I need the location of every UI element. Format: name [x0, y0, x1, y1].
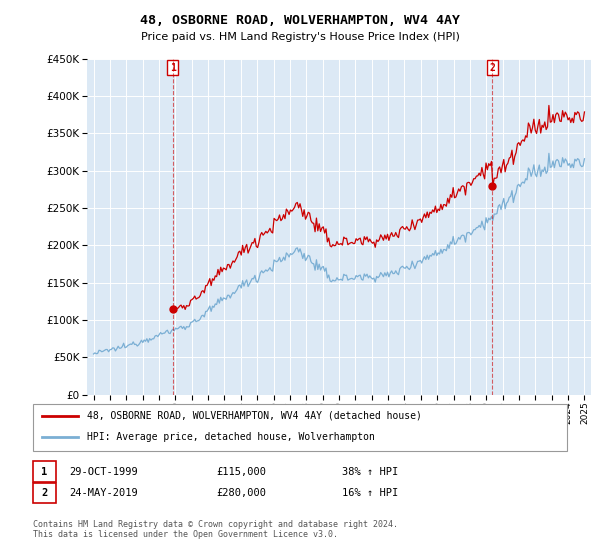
- Text: 48, OSBORNE ROAD, WOLVERHAMPTON, WV4 4AY: 48, OSBORNE ROAD, WOLVERHAMPTON, WV4 4AY: [140, 14, 460, 27]
- Text: 2: 2: [490, 63, 496, 73]
- Text: Contains HM Land Registry data © Crown copyright and database right 2024.
This d: Contains HM Land Registry data © Crown c…: [33, 520, 398, 539]
- Text: 29-OCT-1999: 29-OCT-1999: [69, 466, 138, 477]
- Text: 48, OSBORNE ROAD, WOLVERHAMPTON, WV4 4AY (detached house): 48, OSBORNE ROAD, WOLVERHAMPTON, WV4 4AY…: [87, 410, 422, 421]
- Text: 1: 1: [170, 63, 176, 73]
- Text: £280,000: £280,000: [216, 488, 266, 498]
- Text: HPI: Average price, detached house, Wolverhampton: HPI: Average price, detached house, Wolv…: [87, 432, 375, 442]
- Text: 24-MAY-2019: 24-MAY-2019: [69, 488, 138, 498]
- Text: 38% ↑ HPI: 38% ↑ HPI: [342, 466, 398, 477]
- Text: 2: 2: [41, 488, 47, 498]
- Text: £115,000: £115,000: [216, 466, 266, 477]
- Text: 1: 1: [41, 466, 47, 477]
- Text: Price paid vs. HM Land Registry's House Price Index (HPI): Price paid vs. HM Land Registry's House …: [140, 32, 460, 43]
- Text: 16% ↑ HPI: 16% ↑ HPI: [342, 488, 398, 498]
